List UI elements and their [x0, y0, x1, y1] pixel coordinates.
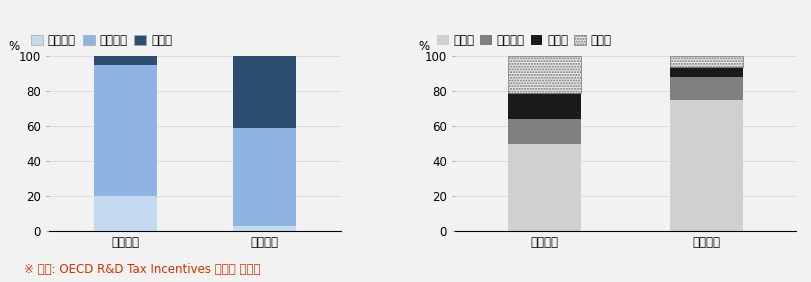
- Bar: [669, 67, 742, 77]
- Bar: [669, 100, 742, 231]
- Legend: 자영업자, 중소기업, 대기업: 자영업자, 중소기업, 대기업: [31, 34, 172, 47]
- Bar: [507, 56, 580, 93]
- Bar: [233, 226, 295, 231]
- Bar: [507, 119, 580, 144]
- Bar: [507, 144, 580, 231]
- Bar: [233, 128, 295, 226]
- Y-axis label: %: %: [8, 40, 19, 53]
- Bar: [233, 56, 295, 128]
- Legend: 제조업, 서비스업, 기타업, 미분류: 제조업, 서비스업, 기타업, 미분류: [436, 34, 611, 47]
- Bar: [669, 77, 742, 100]
- Bar: [507, 93, 580, 119]
- Bar: [94, 196, 157, 231]
- Y-axis label: %: %: [418, 40, 429, 53]
- Bar: [94, 65, 157, 196]
- Text: ※ 자료: OECD R&D Tax Incentives 국가별 보고서: ※ 자료: OECD R&D Tax Incentives 국가별 보고서: [24, 263, 260, 276]
- Bar: [94, 56, 157, 65]
- Bar: [669, 56, 742, 67]
